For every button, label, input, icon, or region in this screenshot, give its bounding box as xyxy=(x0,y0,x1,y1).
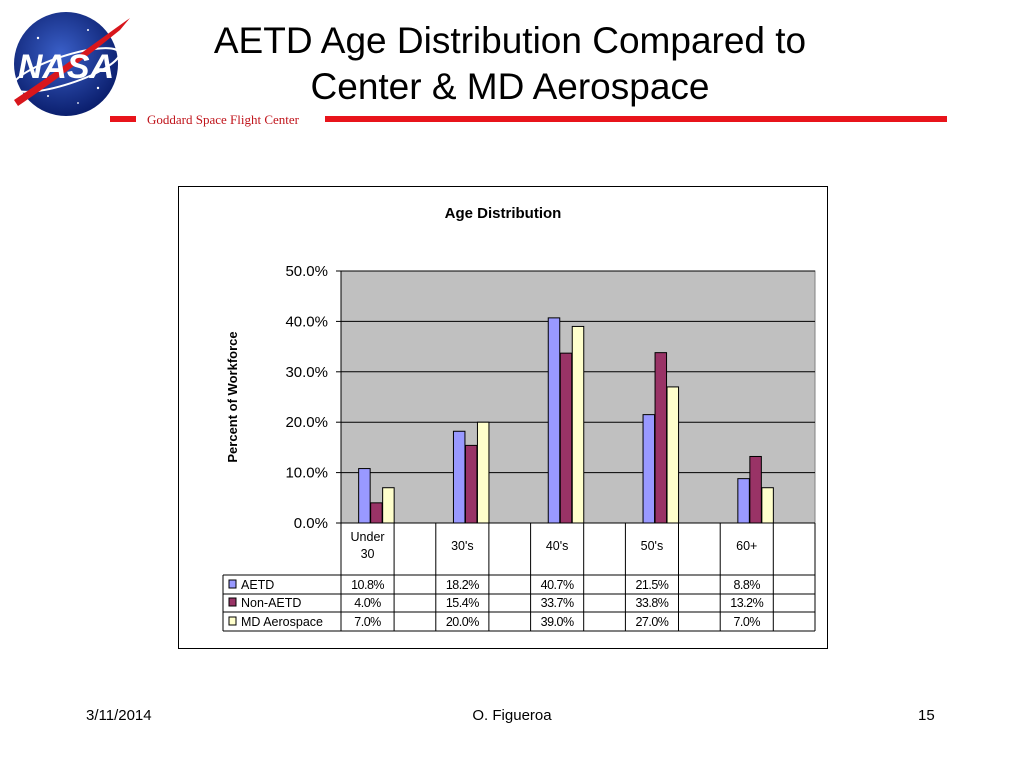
legend-key xyxy=(228,579,237,589)
data-label: 21.5% xyxy=(635,578,668,592)
nasa-logo: NASA xyxy=(8,8,130,120)
data-label: 39.0% xyxy=(541,615,574,629)
data-label: 10.8% xyxy=(351,578,384,592)
bar xyxy=(737,478,750,524)
data-label: 13.2% xyxy=(730,596,763,610)
title-line-2: Center & MD Aerospace xyxy=(310,66,710,107)
y-tick-label: 50.0% xyxy=(285,263,328,280)
bar xyxy=(452,430,466,524)
bar xyxy=(749,455,762,524)
y-tick-label: 20.0% xyxy=(285,414,328,431)
y-axis-label: Percent of Workforce xyxy=(225,331,240,462)
y-tick-label: 10.0% xyxy=(285,465,328,482)
org-name: Goddard Space Flight Center xyxy=(147,112,299,127)
legend-key xyxy=(228,616,237,626)
bar xyxy=(358,468,371,524)
title-line-1: AETD Age Distribution Compared to xyxy=(213,20,807,61)
footer-author: O. Figueroa xyxy=(472,707,552,724)
bar xyxy=(476,421,490,524)
x-tick-label: 30's xyxy=(451,539,474,553)
header-rule-right xyxy=(325,116,947,122)
chart-frame: Age Distribution 0.0% 10.0% 20.0% 30.0% 40.0%… xyxy=(178,186,828,649)
header-rule-left xyxy=(110,116,136,122)
bar xyxy=(642,414,656,524)
x-tick-label: 40's xyxy=(546,539,569,553)
age-distribution-chart: Age Distribution 0.0% 10.0% 20.0% 30.0% 40.0%… xyxy=(222,205,816,632)
bar xyxy=(370,502,383,524)
data-label: 4.0% xyxy=(354,596,381,610)
slide-title: AETD Age Distribution Compared to Center… xyxy=(150,18,870,110)
bar xyxy=(666,386,680,524)
x-tick-label: 60+ xyxy=(736,539,757,553)
data-label: 7.0% xyxy=(354,615,381,629)
bar xyxy=(464,444,478,524)
legend-label: MD Aerospace xyxy=(241,615,323,629)
data-label: 27.0% xyxy=(635,615,668,629)
x-tick-label: Under xyxy=(351,530,385,544)
bar xyxy=(654,352,668,524)
footer-date: 3/11/2014 xyxy=(86,707,152,724)
data-label: 20.0% xyxy=(446,615,479,629)
x-tick-label: 50's xyxy=(641,539,664,553)
data-label: 40.7% xyxy=(541,578,574,592)
legend-key xyxy=(228,597,237,607)
y-tick-label: 40.0% xyxy=(285,313,328,330)
logo-text: NASA xyxy=(18,48,114,86)
data-label: 8.8% xyxy=(733,578,760,592)
data-label: 7.0% xyxy=(733,615,760,629)
data-label: 33.8% xyxy=(635,596,668,610)
data-label: 33.7% xyxy=(541,596,574,610)
bar xyxy=(761,487,774,524)
bar xyxy=(571,325,585,524)
bar xyxy=(547,317,561,524)
legend-label: Non-AETD xyxy=(241,596,301,610)
y-tick-label: 0.0% xyxy=(294,515,328,532)
y-tick-label: 30.0% xyxy=(285,364,328,381)
chart-title: Age Distribution xyxy=(445,205,562,222)
bar xyxy=(559,352,573,524)
bar xyxy=(382,487,395,524)
footer-page-number: 15 xyxy=(918,707,935,724)
legend-label: AETD xyxy=(241,578,274,592)
data-label: 18.2% xyxy=(446,578,479,592)
data-label: 15.4% xyxy=(446,596,479,610)
x-tick-label: 30 xyxy=(361,547,375,561)
